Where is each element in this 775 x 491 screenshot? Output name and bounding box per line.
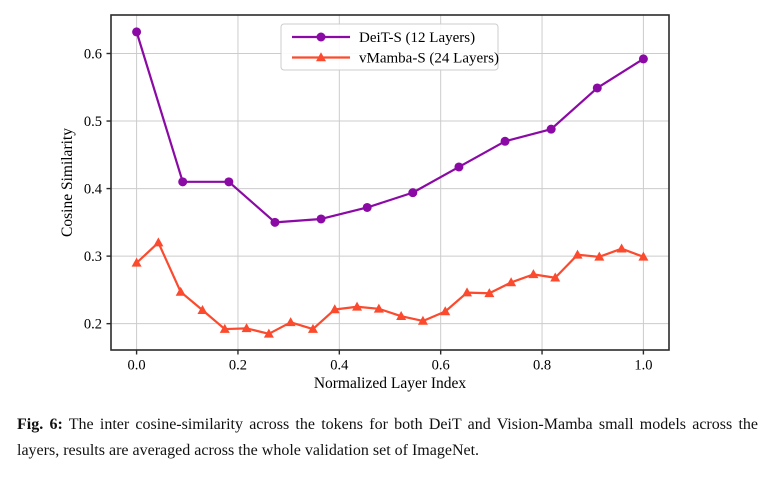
deit-data-point-marker [224,177,234,187]
deit-data-point-marker [270,217,280,227]
vmamba-data-point-marker [285,317,296,327]
x-tick-label: 0.2 [229,358,247,374]
vmamba-data-point-marker [462,287,473,297]
x-axis-label: Normalized Layer Index [314,375,467,392]
deit-data-point-marker [362,202,372,212]
deit-data-point-marker [638,54,648,64]
vmamba-data-point-marker [396,311,407,321]
y-tick-label: 0.4 [84,182,103,198]
vmamba-data-point-marker [373,303,384,313]
vmamba-data-point-marker [594,251,605,261]
y-axis-label: Cosine Similarity [59,128,76,237]
vmamba-data-point-marker [616,243,627,253]
y-tick-label: 0.2 [84,317,102,333]
x-tick-label: 0.6 [432,358,450,374]
deit-data-point-marker [316,214,326,224]
deit-series-line [135,31,644,224]
deit-data-point-marker [500,136,510,146]
figure-caption-label: Fig. 6: [17,416,63,433]
vmamba-data-point-marker [352,301,363,311]
x-tick-label: 1.0 [634,358,652,374]
figure-caption-text: The inter cosine-similarity across the t… [17,416,758,459]
grid-lines [111,15,669,350]
deit-data-point-marker [132,27,142,37]
vmamba-data-point-marker [219,323,230,333]
legend: DeiT-S (12 Layers) vMamba-S (24 Layers) [280,23,499,71]
legend-label: vMamba-S (24 Layers) [359,51,499,67]
vmamba-data-point-marker [153,237,164,247]
x-axis: 0.0 0.2 0.4 0.6 0.8 1.0 Normalized Layer Index [128,350,652,392]
vmamba-data-point-marker [241,323,252,333]
legend-entry-vmamba: vMamba-S (24 Layers) [292,51,499,67]
legend-label: DeiT-S (12 Layers) [359,30,475,46]
vmamba-data-point-marker [484,288,495,298]
vmamba-data-point-marker [175,286,186,296]
figure-caption: Fig. 6: The inter cosine-similarity acro… [17,412,758,463]
vmamba-data-point-marker [263,328,274,338]
vmamba-data-point-marker [550,272,561,282]
vmamba-data-point-marker [572,249,583,259]
vmamba-data-point-marker [307,323,318,333]
deit-data-point-marker [546,124,556,134]
deit-data-point-marker [178,177,188,187]
vmamba-data-point-marker [528,269,539,279]
cosine-similarity-chart: 0.0 0.2 0.4 0.6 0.8 1.0 Normalized Layer Index… [59,14,670,392]
deit-data-point-marker [592,83,602,93]
vmamba-data-point-marker [131,257,142,267]
deit-data-point-marker [408,188,418,198]
vmamba-data-point-marker [329,304,340,314]
legend-triangle-marker-icon [316,52,326,62]
vmamba-data-point-marker [440,306,451,316]
x-tick-label: 0.4 [330,358,349,374]
figure-6: 0.0 0.2 0.4 0.6 0.8 1.0 Normalized Layer Index… [17,14,758,463]
y-axis: 0.2 0.3 0.4 0.5 0.6 Cosine Similarity [59,46,111,333]
vmamba-series-line [135,241,644,335]
y-tick-label: 0.5 [84,114,102,130]
vmamba-series [131,237,649,338]
y-tick-label: 0.3 [84,249,102,265]
x-tick-label: 0.8 [533,358,551,374]
vmamba-data-point-marker [506,277,517,287]
vmamba-data-point-marker [197,304,208,314]
deit-data-point-marker [454,162,464,172]
legend-circle-marker-icon [316,32,326,42]
vmamba-data-point-marker [638,251,649,261]
y-tick-label: 0.6 [84,46,102,62]
x-tick-label: 0.0 [128,358,146,374]
legend-entry-deit: DeiT-S (12 Layers) [292,30,475,46]
vmamba-data-point-marker [417,315,428,325]
plot-frame [110,14,670,351]
deit-series [132,27,648,227]
